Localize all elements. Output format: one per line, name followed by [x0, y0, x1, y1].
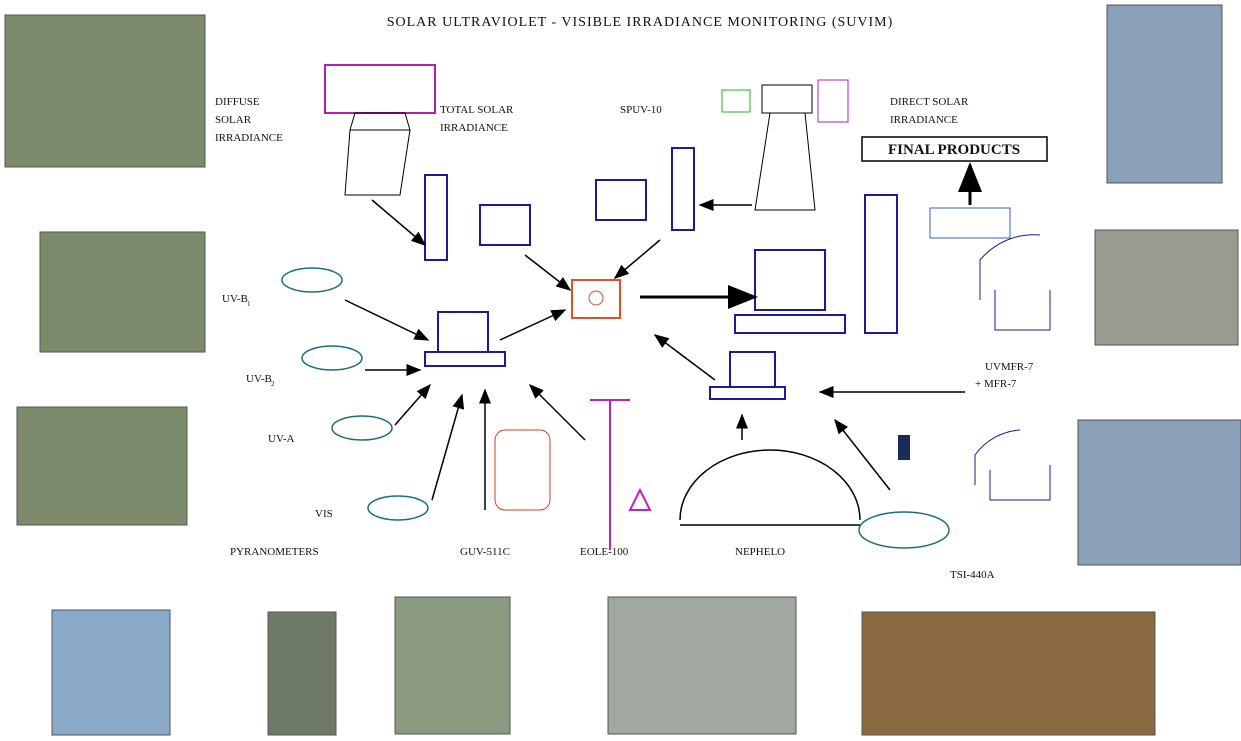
photo	[607, 596, 797, 735]
label: DIRECT SOLAR	[890, 96, 969, 108]
spuv-part	[721, 89, 751, 113]
final-products-box	[861, 136, 1048, 162]
photo	[267, 611, 337, 736]
label: UVMFR-7	[985, 361, 1034, 373]
photo	[51, 609, 171, 736]
spuv-head	[761, 84, 813, 114]
label-subscript: 2	[271, 380, 275, 388]
keyboard	[734, 314, 846, 334]
label: + MFR-7	[975, 378, 1017, 390]
storage	[571, 279, 621, 319]
nephelo	[679, 449, 861, 526]
monitor	[479, 204, 531, 246]
pyranometer	[331, 415, 393, 441]
arrow	[371, 199, 427, 246]
title: SOLAR ULTRAVIOLET - VISIBLE IRRADIANCE M…	[387, 15, 894, 30]
laptop	[729, 351, 776, 388]
uvmfr	[974, 429, 1051, 501]
arrow	[394, 383, 431, 426]
spuv-part	[817, 79, 849, 123]
printer	[929, 207, 1011, 239]
label: UV-A	[268, 433, 295, 445]
label: EOLE-100	[580, 546, 629, 558]
arrows	[344, 162, 982, 510]
label: TSI-440A	[950, 569, 995, 581]
photo	[16, 406, 188, 526]
label: VIS	[315, 508, 333, 520]
stand	[344, 112, 411, 196]
arrow	[834, 418, 891, 491]
arrow	[528, 383, 586, 441]
arrow	[524, 254, 572, 291]
label: UV-B	[246, 373, 272, 385]
tsi	[858, 511, 950, 549]
stand	[754, 112, 816, 211]
photo	[1094, 229, 1239, 346]
photo	[1077, 419, 1241, 566]
pyranometer	[281, 267, 343, 293]
arrow	[613, 239, 661, 279]
total-solar-box	[324, 64, 436, 114]
monitor	[754, 249, 826, 311]
label: SPUV-10	[620, 104, 662, 116]
label-subscript: 1	[247, 300, 251, 308]
tower	[671, 147, 695, 231]
uvmfr	[979, 234, 1051, 331]
laptop	[437, 311, 489, 353]
label: UV-B	[222, 293, 248, 305]
arrow	[653, 334, 716, 381]
pyranometer	[367, 495, 429, 521]
arrow	[344, 299, 430, 341]
label: NEPHELO	[735, 546, 785, 558]
label: TOTAL SOLAR	[440, 104, 514, 116]
label: GUV-511C	[460, 546, 510, 558]
photo	[4, 14, 206, 168]
label: IRRADIANCE	[440, 122, 508, 134]
guv	[494, 429, 551, 511]
arrow	[431, 393, 465, 501]
tower	[424, 174, 448, 261]
label: PYRANOMETERS	[230, 546, 319, 558]
label: IRRADIANCE	[215, 132, 283, 144]
photo	[394, 596, 511, 735]
disk	[588, 290, 604, 306]
pyranometer	[301, 345, 363, 371]
photo	[861, 611, 1156, 736]
laptop-base	[424, 351, 506, 367]
eole	[590, 399, 652, 550]
photo	[1106, 4, 1223, 184]
instruments	[281, 64, 1051, 550]
label: SOLAR	[215, 114, 252, 126]
photos	[4, 4, 1241, 736]
label: DIFFUSE	[215, 96, 260, 108]
monitor	[595, 179, 647, 221]
arrow	[499, 309, 567, 341]
photo	[39, 231, 206, 353]
final-products: FINAL PRODUCTS	[888, 142, 1020, 158]
tsi-box	[898, 435, 910, 460]
label: IRRADIANCE	[890, 114, 958, 126]
tower	[864, 194, 898, 334]
laptop-base	[709, 386, 786, 400]
